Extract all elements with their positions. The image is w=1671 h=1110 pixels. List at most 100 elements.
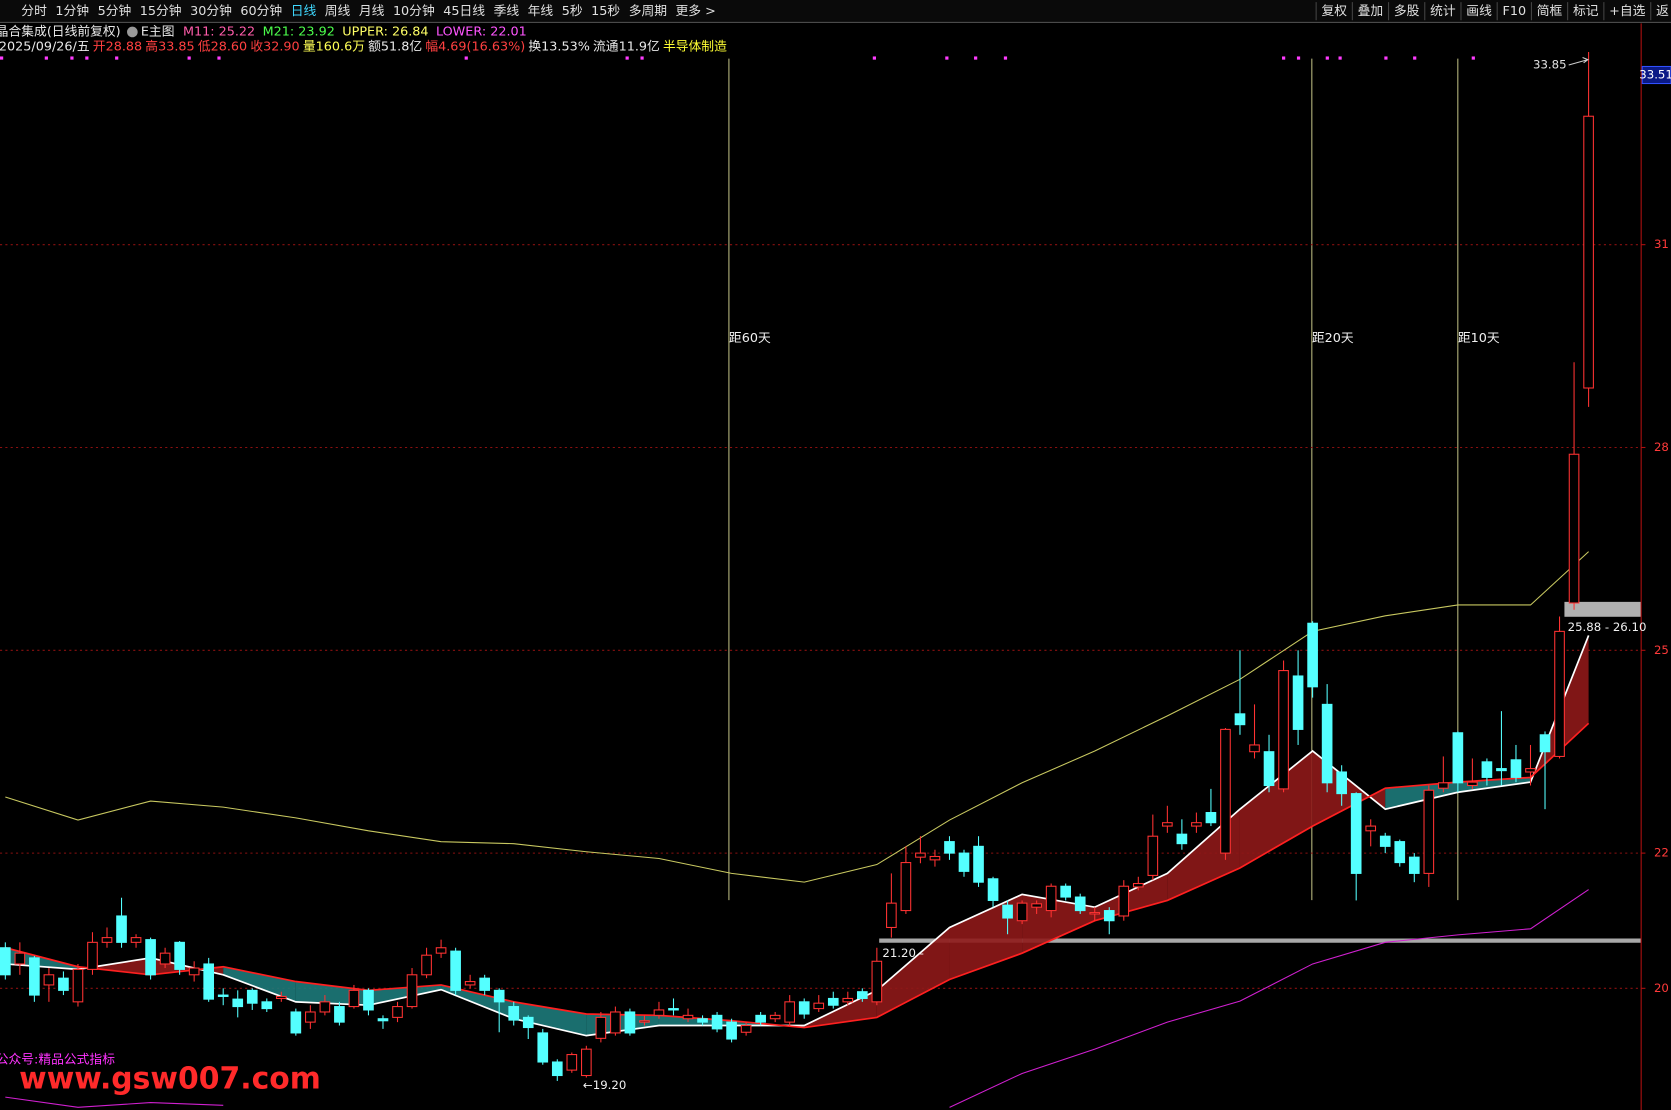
candle-body	[639, 1020, 650, 1023]
quote-item: 2025/09/26/五	[0, 39, 90, 54]
tool-tab[interactable]: F10	[1503, 4, 1527, 19]
candle-body	[159, 952, 171, 965]
candle-body	[827, 997, 839, 1006]
tool-tab[interactable]: 统计	[1430, 4, 1456, 19]
candle-body	[1525, 768, 1536, 773]
period-tab[interactable]: 10分钟	[393, 3, 435, 19]
candle-body	[740, 1024, 752, 1033]
y-tick-label: 22	[1654, 846, 1669, 860]
period-tab[interactable]: 1分钟	[55, 3, 89, 19]
candle-body	[334, 1006, 345, 1023]
candle-body	[1481, 761, 1493, 778]
period-tab[interactable]: 15分钟	[140, 3, 182, 19]
candle-body	[973, 845, 984, 883]
candle-body	[1539, 734, 1551, 753]
candle-body	[784, 1001, 796, 1023]
candle-body	[1060, 885, 1072, 898]
signal-dots	[0, 56, 1475, 60]
candle-body	[813, 1002, 825, 1010]
candle-body	[290, 1011, 302, 1034]
tool-tab[interactable]: 画线	[1466, 4, 1492, 19]
candle-body	[900, 862, 912, 912]
candle-body	[1132, 882, 1144, 888]
candle-body	[406, 974, 418, 1008]
indicator-line	[5, 635, 1590, 1037]
candle-body	[0, 947, 11, 976]
candle-body	[610, 1011, 621, 1034]
candle-body	[116, 915, 127, 943]
candle-body	[798, 1001, 810, 1015]
watermark-text: 公众号:精品公式指标	[0, 1052, 115, 1067]
period-tab[interactable]: 45日线	[443, 4, 485, 19]
tool-tab[interactable]: 复权	[1321, 3, 1347, 19]
period-tab[interactable]: 年线	[528, 4, 554, 19]
plot: 20 22 25 28 31 33.51	[0, 23, 1671, 1110]
candle-body	[217, 994, 229, 997]
candle-body	[29, 957, 40, 996]
candle-body	[856, 991, 868, 999]
indicator-value: M11: 25.22	[183, 24, 255, 39]
candle-body	[668, 1008, 679, 1011]
tool-tab[interactable]: 简框	[1537, 4, 1563, 19]
ma-band	[876, 927, 950, 1018]
ma-band	[1385, 782, 1458, 810]
candle-body	[958, 852, 970, 872]
period-tab[interactable]: 5分钟	[98, 3, 132, 19]
high-label: 33.85	[1533, 57, 1567, 71]
period-tab[interactable]: 季线	[494, 4, 520, 19]
toolbar-bg	[0, 0, 1671, 23]
candle-body	[1467, 781, 1478, 787]
marker-label: 距10天	[1458, 331, 1500, 346]
period-tab[interactable]: 周线	[325, 4, 351, 19]
candle-body	[1307, 622, 1318, 688]
period-tab[interactable]: 月线	[359, 4, 385, 19]
quote-item: 开28.88	[93, 39, 142, 54]
period-tab[interactable]: 5秒	[562, 4, 583, 19]
period-tab[interactable]: 60分钟	[240, 3, 282, 19]
candle-body	[363, 989, 374, 1011]
candle-body	[929, 855, 941, 861]
period-tab[interactable]: 30分钟	[190, 3, 232, 19]
tool-tab[interactable]: +自选	[1609, 4, 1645, 19]
tool-tab[interactable]: 多股	[1394, 4, 1420, 19]
last-price-box	[1641, 65, 1671, 85]
candle-body	[14, 952, 26, 965]
candle-body	[1220, 728, 1231, 854]
candle-body	[1292, 675, 1304, 730]
period-tab[interactable]: 分时	[21, 4, 47, 19]
candle-body	[58, 977, 69, 991]
candle-body	[1162, 822, 1173, 827]
quote-item: 半导体制造	[663, 39, 727, 54]
candle-body	[1147, 835, 1159, 876]
ma-band	[223, 966, 296, 1002]
ma-band	[1094, 873, 1168, 921]
candle-body	[1176, 833, 1188, 845]
indicator-line	[5, 889, 1589, 1108]
support-zone	[879, 938, 1642, 943]
candle-body	[1554, 630, 1565, 757]
period-tab[interactable]: 15秒	[591, 4, 620, 19]
period-tab[interactable]: 多周期	[629, 4, 667, 19]
period-tab[interactable]: 日线	[291, 4, 317, 19]
candle-body	[1016, 902, 1028, 922]
candle-body	[624, 1011, 636, 1034]
quote-item: 收32.90	[250, 39, 299, 54]
indicator-line	[5, 722, 1590, 1029]
indicator-value: M21: 23.92	[263, 24, 335, 39]
quote-item: 量160.6万	[303, 39, 365, 54]
resistance-zone	[1564, 601, 1642, 617]
candle-body	[1002, 904, 1013, 919]
candle-body	[1568, 453, 1580, 604]
candle-body	[392, 1006, 403, 1018]
tool-tab[interactable]: 叠加	[1358, 4, 1384, 19]
period-tab[interactable]: 更多 >	[676, 4, 716, 19]
tool-tab[interactable]: 标记	[1573, 4, 1599, 19]
y-tick-label: 20	[1654, 981, 1669, 995]
ma-band	[77, 957, 151, 975]
candle-body	[232, 998, 244, 1008]
tool-tab[interactable]: 返	[1656, 4, 1669, 19]
candle-body	[145, 939, 156, 976]
candle-body	[566, 1054, 578, 1071]
zone-label: 25.88 - 26.10	[1568, 620, 1647, 634]
